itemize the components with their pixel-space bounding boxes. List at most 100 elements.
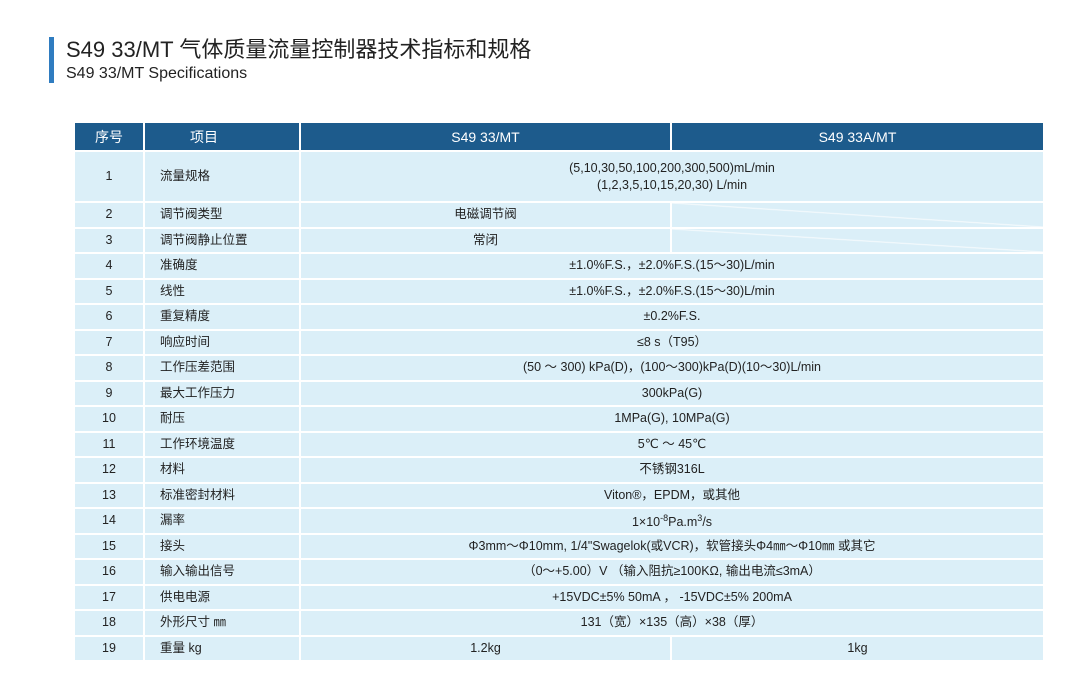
table-row: 16 输入输出信号 （0～+5.00）V （输入阻抗≥100KΩ, 输出电流≤3mA… [73, 558, 1045, 586]
row-item: 线性 [143, 277, 301, 305]
table-row: 9 最大工作压力 300kPa(G) [73, 379, 1045, 407]
row-item: 调节阀类型 [143, 201, 301, 229]
table-row: 3 调节阀静止位置 常闭 [73, 226, 1045, 254]
spec-text: 1×10 [631, 515, 661, 530]
spec-text: /s [702, 515, 713, 530]
not-applicable [670, 201, 1045, 229]
row-number: 8 [73, 354, 145, 382]
row-item: 工作环境温度 [143, 430, 301, 458]
spec-value: Viton®，EPDM，或其他 [299, 481, 1045, 509]
spec-value: 1×10-8Pa.m3/s [299, 507, 1045, 535]
spec-value: ±1.0%F.S.，±2.0%F.S.(15～30)L/min [299, 277, 1045, 305]
subtitle: S49 33/MT Specifications [66, 65, 248, 82]
row-item: 最大工作压力 [143, 379, 301, 407]
spec-value: 1kg [670, 634, 1045, 662]
spec-value: (50 ～ 300) kPa(D)，(100～300)kPa(D)(10～30)… [299, 354, 1045, 382]
row-item: 漏率 [143, 507, 301, 535]
table-row: 10 耐压 1MPa(G), 10MPa(G) [73, 405, 1045, 433]
table-row: 11 工作环境温度 5℃ ～ 45℃ [73, 430, 1045, 458]
spec-value: 常闭 [299, 226, 672, 254]
table-row: 13 标准密封材料 Viton®，EPDM，或其他 [73, 481, 1045, 509]
spec-value: 131（宽）×135（高）×38（厚） [299, 609, 1045, 637]
table-row: 18 外形尺寸 ㎜ 131（宽）×135（高）×38（厚） [73, 609, 1045, 637]
spec-value: ±1.0%F.S.，±2.0%F.S.(15～30)L/min [299, 252, 1045, 280]
spec-value: 1MPa(G), 10MPa(G) [299, 405, 1045, 433]
spec-line: 5℃ ～ 45℃ [637, 436, 707, 451]
spec-line: (50 ～ 300) kPa(D)，(100～300)kPa(D)(10～30)… [522, 360, 822, 375]
spec-line: ≤8 s（T95） [636, 334, 708, 349]
table-row: 7 响应时间 ≤8 s（T95） [73, 328, 1045, 356]
row-item: 标准密封材料 [143, 481, 301, 509]
header-row: 序号 项目 S49 33/MT S49 33A/MT [73, 121, 1045, 152]
row-number: 4 [73, 252, 145, 280]
title: S49 33/MT 气体质量流量控制器技术指标和规格 [66, 37, 532, 62]
row-number: 18 [73, 609, 145, 637]
spec-text: Pa.m [668, 515, 698, 530]
row-item: 输入输出信号 [143, 558, 301, 586]
spec-value: (5,10,30,50,100,200,300,500)mL/min (1,2,3… [299, 150, 1045, 203]
not-applicable [670, 226, 1045, 254]
spec-value: 不锈钢316L [299, 456, 1045, 484]
spec-value: 300kPa(G) [299, 379, 1045, 407]
table-row: 1 流量规格 (5,10,30,50,100,200,300,500)mL/min(… [73, 150, 1045, 203]
table-row: 15 接头 Φ3mm～Φ10mm, 1/4"Swagelok(或VCR)，软管接头Φ… [73, 532, 1045, 560]
column-header: 项目 [143, 121, 301, 152]
row-item: 响应时间 [143, 328, 301, 356]
spec-value: ≤8 s（T95） [299, 328, 1045, 356]
spec-line: 131（宽）×135（高）×38（厚） [580, 615, 764, 630]
table-row: 4 准确度 ±1.0%F.S.，±2.0%F.S.(15～30)L/min [73, 252, 1045, 280]
row-item: 耐压 [143, 405, 301, 433]
spec-line: 1MPa(G), 10MPa(G) [614, 411, 730, 426]
spec-line: Φ3mm～Φ10mm, 1/4"Swagelok(或VCR)，软管接头Φ4㎜～Φ… [468, 538, 876, 553]
spec-line: ±1.0%F.S.，±2.0%F.S.(15～30)L/min [569, 258, 775, 273]
row-item: 重量 kg [143, 634, 301, 662]
spec-line: 300kPa(G) [641, 385, 703, 400]
spec-line: (1,2,3,5,10,15,20,30) L/min [596, 177, 748, 192]
row-number: 13 [73, 481, 145, 509]
table-row: 2 调节阀类型 电磁调节阀 [73, 201, 1045, 229]
row-number: 3 [73, 226, 145, 254]
table-row: 12 材料 不锈钢316L [73, 456, 1045, 484]
superscript: 3 [697, 513, 703, 524]
superscript: -8 [660, 513, 669, 524]
row-number: 12 [73, 456, 145, 484]
row-number: 17 [73, 583, 145, 611]
row-number: 7 [73, 328, 145, 356]
row-item: 接头 [143, 532, 301, 560]
row-number: 16 [73, 558, 145, 586]
table-row: 19 重量 kg 1.2kg 1kg [73, 634, 1045, 662]
spec-value: 1.2kg [299, 634, 672, 662]
row-item: 供电电源 [143, 583, 301, 611]
row-number: 19 [73, 634, 145, 662]
spec-table: 序号 项目 S49 33/MT S49 33A/MT 1 流量规格 (5,10,30… [73, 121, 1045, 662]
row-item: 重复精度 [143, 303, 301, 331]
spec-line: 不锈钢316L [639, 462, 705, 477]
table-row: 6 重复精度 ±0.2%F.S. [73, 303, 1045, 331]
accent-bar [49, 37, 54, 83]
column-header: S49 33/MT [299, 121, 672, 152]
spec-line: （0～+5.00）V （输入阻抗≥100KΩ, 输出电流≤3mA） [523, 564, 821, 579]
table-row: 14 漏率 1×10-8Pa.m3/s [73, 507, 1045, 535]
spec-value: +15VDC±5% 50mA ， -15VDC±5% 200mA [299, 583, 1045, 611]
row-number: 6 [73, 303, 145, 331]
row-item: 调节阀静止位置 [143, 226, 301, 254]
row-number: 11 [73, 430, 145, 458]
spec-line: (5,10,30,50,100,200,300,500)mL/min [569, 160, 775, 175]
spec-value: 5℃ ～ 45℃ [299, 430, 1045, 458]
table-row: 8 工作压差范围 (50 ～ 300) kPa(D)，(100～300)kPa(D)… [73, 354, 1045, 382]
table-row: 5 线性 ±1.0%F.S.，±2.0%F.S.(15～30)L/min [73, 277, 1045, 305]
row-number: 5 [73, 277, 145, 305]
spec-line: ±1.0%F.S.，±2.0%F.S.(15～30)L/min [569, 283, 775, 298]
row-number: 14 [73, 507, 145, 535]
row-item: 流量规格 [143, 150, 301, 203]
row-item: 工作压差范围 [143, 354, 301, 382]
column-header: S49 33A/MT [670, 121, 1045, 152]
row-number: 1 [73, 150, 145, 203]
spec-line: Viton®，EPDM，或其他 [603, 487, 741, 502]
row-number: 9 [73, 379, 145, 407]
row-number: 10 [73, 405, 145, 433]
row-number: 2 [73, 201, 145, 229]
spec-line: ±0.2%F.S. [643, 309, 701, 324]
row-number: 15 [73, 532, 145, 560]
